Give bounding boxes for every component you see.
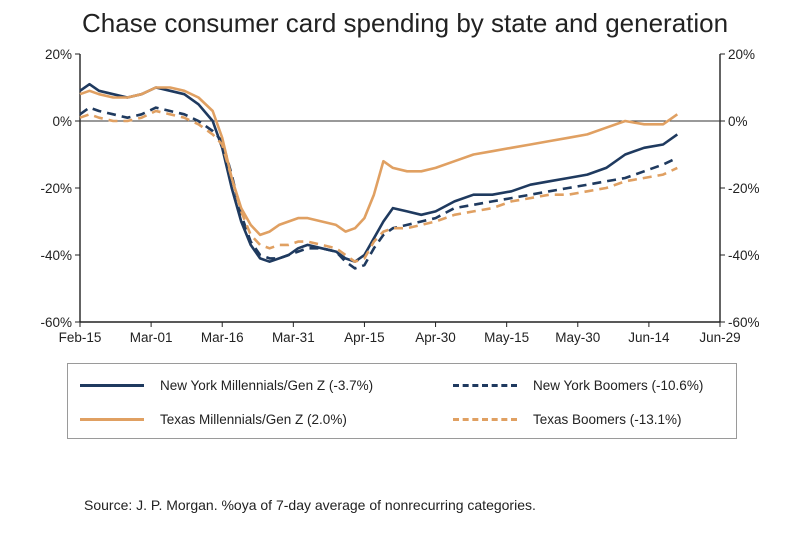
x-tick-label: Jun-14 — [628, 330, 670, 345]
x-tick-label: Apr-30 — [415, 330, 456, 345]
legend: New York Millennials/Gen Z (-3.7%) New Y… — [67, 363, 737, 439]
legend-swatch-ny-millennials — [80, 384, 144, 387]
y-tick-label-right: -20% — [728, 181, 760, 196]
legend-swatch-ny-boomers — [453, 384, 517, 387]
legend-label-ny-millennials: New York Millennials/Gen Z (-3.7%) — [160, 378, 374, 393]
series-ny-boomers — [79, 106, 678, 270]
legend-swatch-tx-millennials — [80, 418, 144, 421]
x-tick-label: Mar-01 — [130, 330, 173, 345]
chart-area: 20% 20%0% 0%-20% -20%-40% -40%-60% -60%Feb-15… — [40, 47, 759, 345]
x-tick-label: Apr-15 — [344, 330, 385, 345]
y-tick-label-right: 20% — [728, 47, 755, 62]
y-tick-label-right: -60% — [728, 315, 760, 330]
legend-item-tx-boomers: Texas Boomers (-13.1%) — [453, 412, 682, 427]
legend-item-ny-boomers: New York Boomers (-10.6%) — [453, 378, 703, 393]
x-tick-label: Jun-29 — [699, 330, 740, 345]
series-layer — [79, 82, 679, 270]
x-tick-label: Feb-15 — [59, 330, 102, 345]
source-note: Source: J. P. Morgan. %oya of 7-day aver… — [84, 497, 536, 513]
y-tick-label-left: 0% — [52, 114, 72, 129]
legend-label-ny-boomers: New York Boomers (-10.6%) — [533, 378, 704, 393]
y-tick-label-right: -40% — [728, 248, 760, 263]
legend-item-tx-millennials: Texas Millennials/Gen Z (2.0%) — [80, 412, 347, 427]
y-tick-label-left: -60% — [40, 315, 72, 330]
x-tick-label: Mar-16 — [201, 330, 244, 345]
x-tick-label: May-30 — [555, 330, 600, 345]
series-ny-millennials — [79, 82, 679, 264]
series-tx-millennials — [79, 86, 679, 237]
x-tick-label: Mar-31 — [272, 330, 315, 345]
legend-label-tx-millennials: Texas Millennials/Gen Z (2.0%) — [160, 412, 347, 427]
legend-item-ny-millennials: New York Millennials/Gen Z (-3.7%) — [80, 378, 373, 393]
y-tick-label-left: 20% — [45, 47, 72, 62]
tick-labels: 20% 20%0% 0%-20% -20%-40% -40%-60% -60%Feb-15… — [40, 47, 759, 345]
x-tick-label: May-15 — [484, 330, 529, 345]
series-tx-boomers — [79, 109, 678, 264]
y-tick-label-right: 0% — [728, 114, 748, 129]
y-tick-label-left: -20% — [40, 181, 72, 196]
y-tick-label-left: -40% — [40, 248, 72, 263]
chart-title: Chase consumer card spending by state an… — [82, 8, 729, 38]
legend-swatch-tx-boomers — [453, 418, 517, 421]
axes — [75, 53, 725, 327]
legend-label-tx-boomers: Texas Boomers (-13.1%) — [533, 412, 682, 427]
